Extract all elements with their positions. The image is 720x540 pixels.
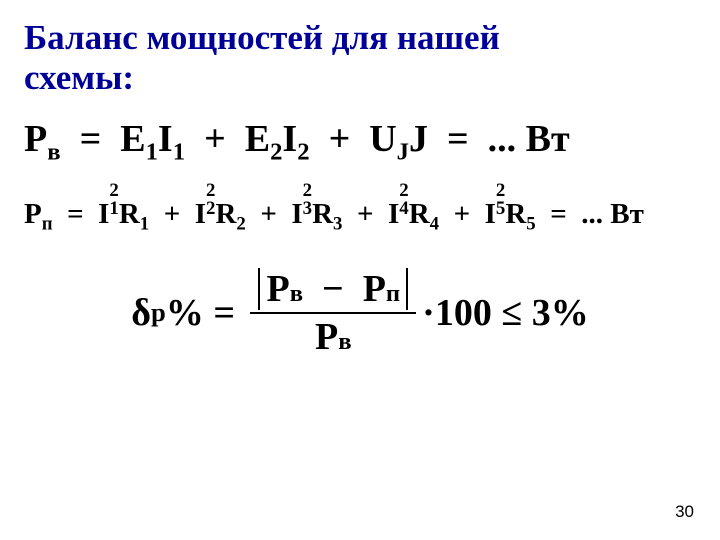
equation-pp: Pп = I21R1 + I22R2 + I23R3 + I24R4 + I25… — [24, 190, 696, 236]
sym-P: P — [24, 118, 47, 160]
sym-eq: = — [80, 118, 102, 160]
sym-R3: R — [312, 198, 333, 230]
rhs-vt1: ... Вт — [488, 118, 570, 160]
sub-I2: 2 — [297, 138, 309, 165]
sym-I24: I — [388, 198, 399, 230]
sym-le: ≤ — [501, 291, 522, 335]
sym-plus2: + — [329, 118, 351, 160]
num-Pv: P — [266, 268, 289, 310]
slide-page: Баланс мощностей для нашей схемы: Pв = E… — [0, 0, 720, 540]
rhs-vt2: ... Вт — [581, 198, 644, 230]
sub-R4: 4 — [430, 214, 439, 235]
sub-R3: 3 — [333, 214, 342, 235]
sym-p1: + — [164, 198, 181, 230]
sym-I23: I — [291, 198, 302, 230]
sym-dot: · — [422, 291, 435, 335]
fraction-num: Pв − Pп — [250, 268, 416, 314]
supsub-3: 23 — [303, 190, 312, 228]
page-number: 30 — [675, 502, 694, 522]
sym-UJ: U — [369, 118, 396, 160]
sym-I1: I — [158, 118, 173, 160]
sub-R5: 5 — [526, 214, 535, 235]
sym-E2: E — [245, 118, 270, 160]
sym-J: J — [409, 118, 428, 160]
sym-3pct: 3% — [532, 291, 589, 335]
num-sub-v: в — [290, 280, 303, 307]
sym-eq3: = — [213, 291, 235, 335]
sym-p4: + — [454, 198, 471, 230]
sym-plus1: + — [204, 118, 226, 160]
sub-p: п — [42, 214, 53, 235]
sym-eq: = — [67, 198, 84, 230]
den-Pv: P — [315, 316, 338, 358]
sub-E2: 2 — [270, 138, 282, 165]
sub-R1: 1 — [140, 214, 149, 235]
sym-eq2: = — [447, 118, 469, 160]
sym-100: 100 — [435, 291, 492, 335]
supsub-4: 24 — [399, 190, 408, 228]
sub-delta: p — [151, 297, 166, 328]
sym-delta: δ — [131, 291, 151, 335]
sub-v: в — [47, 138, 60, 165]
den-sub-v: в — [338, 328, 351, 355]
title-line-1: Баланс мощностей для нашей — [24, 18, 500, 57]
sub-E1: 1 — [146, 138, 158, 165]
supsub-1: 21 — [109, 190, 118, 228]
slide-title: Баланс мощностей для нашей схемы: — [24, 18, 696, 99]
sym-I22: I — [195, 198, 206, 230]
fraction-den: Pв — [250, 314, 416, 358]
fraction: Pв − Pп Pв — [250, 268, 416, 358]
sym-R2: R — [215, 198, 236, 230]
sym-p2: + — [260, 198, 277, 230]
sym-Pp: P — [24, 198, 42, 230]
num-Pp: P — [363, 268, 386, 310]
equation-delta: δp% = Pв − Pп Pв · 100 ≤ 3% — [24, 268, 696, 358]
sym-R5: R — [505, 198, 526, 230]
sym-pct: % — [166, 291, 204, 335]
sym-p3: + — [357, 198, 374, 230]
sym-eq2b: = — [550, 198, 567, 230]
num-sub-p: п — [386, 280, 400, 307]
abs-bars: Pв − Pп — [258, 268, 408, 310]
sym-I21: I — [98, 198, 109, 230]
supsub-5: 25 — [496, 190, 505, 228]
sym-minus: − — [322, 268, 344, 310]
sub-R2: 2 — [236, 214, 245, 235]
sub-I1: 1 — [173, 138, 185, 165]
sym-E1: E — [120, 118, 145, 160]
title-line-2: схемы: — [24, 58, 134, 97]
sub-UJ: J — [397, 138, 409, 165]
sym-I25: I — [485, 198, 496, 230]
sym-R4: R — [409, 198, 430, 230]
equation-pv: Pв = E1I1 + E2I2 + UJJ = ... Вт — [24, 117, 696, 167]
sym-I2: I — [282, 118, 297, 160]
supsub-2: 22 — [206, 190, 215, 228]
sym-R1: R — [119, 198, 140, 230]
